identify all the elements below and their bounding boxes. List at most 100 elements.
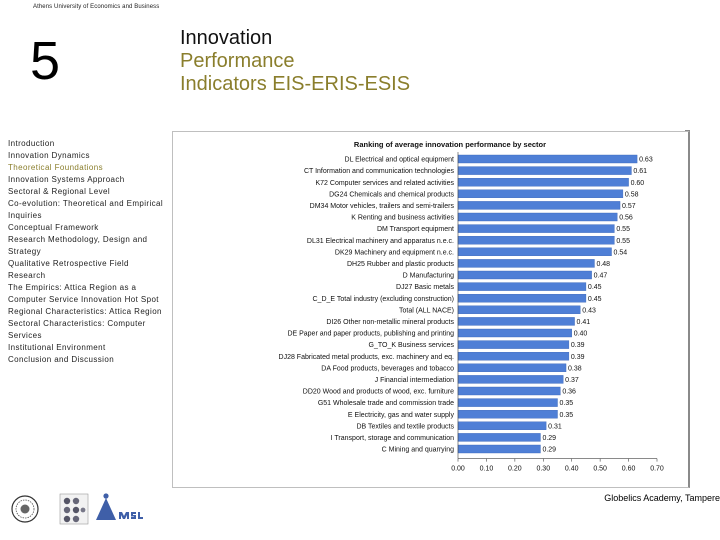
msl-logo-icon xyxy=(96,493,143,520)
slide-title-line-1: Innovation xyxy=(180,27,273,49)
category-label: C_D_E Total industry (excluding construc… xyxy=(313,296,455,303)
value-label: 0.55 xyxy=(616,226,630,233)
category-label: J Financial intermediation xyxy=(375,377,454,384)
category-label: D Manufacturing xyxy=(403,273,454,280)
value-label: 0.54 xyxy=(614,249,628,256)
category-label: Total (ALL NACE) xyxy=(399,307,454,314)
value-label: 0.45 xyxy=(588,284,602,291)
category-label: DL Electrical and optical equipment xyxy=(345,157,455,164)
bar xyxy=(457,305,581,315)
x-tick-label: 0.20 xyxy=(508,466,522,473)
section-navigation: Introduction Innovation Dynamics Theoret… xyxy=(8,138,168,366)
value-label: 0.60 xyxy=(631,180,645,187)
value-label: 0.41 xyxy=(577,319,591,326)
value-label: 0.63 xyxy=(639,157,653,164)
category-label: DJ27 Basic metals xyxy=(396,284,454,291)
university-name: Athens University of Economics and Busin… xyxy=(33,4,160,10)
value-label: 0.58 xyxy=(625,191,639,198)
category-label: G51 Wholesale trade and commission trade xyxy=(318,400,454,407)
bar xyxy=(457,270,592,280)
bar xyxy=(457,178,629,187)
slide-title-line-3: Indicators EIS-ERIS-ESIS xyxy=(180,73,411,95)
value-label: 0.61 xyxy=(633,168,647,175)
bar xyxy=(457,189,624,198)
category-label: DL31 Electrical machinery and apparatus … xyxy=(307,238,454,245)
value-label: 0.39 xyxy=(571,342,585,349)
nav-item-empirics-attica[interactable]: The Empirics: Attica Region as a Compute… xyxy=(8,283,159,304)
category-label: K72 Computer services and related activi… xyxy=(315,180,454,187)
nav-item-research-methodology[interactable]: Research Methodology, Design and Strateg… xyxy=(8,235,148,256)
bar xyxy=(457,398,558,407)
bar xyxy=(457,340,570,349)
value-label: 0.35 xyxy=(560,400,574,407)
category-label: DB Textiles and textile products xyxy=(356,423,454,430)
bar xyxy=(457,293,587,303)
innovation-performance-chart: Ranking of average innovation performanc… xyxy=(279,140,664,473)
value-label: 0.57 xyxy=(622,203,636,210)
bar xyxy=(457,201,621,210)
chart-title: Ranking of average innovation performanc… xyxy=(354,140,546,149)
value-label: 0.56 xyxy=(619,215,633,222)
value-label: 0.29 xyxy=(542,435,556,442)
bar xyxy=(457,212,618,222)
value-label: 0.37 xyxy=(565,377,579,384)
nav-item-sectoral-regional-level[interactable]: Sectoral & Regional Level xyxy=(8,187,111,196)
value-label: 0.48 xyxy=(596,261,610,268)
nav-item-innovation-dynamics[interactable]: Innovation Dynamics xyxy=(8,151,90,160)
category-label: DM Transport equipment xyxy=(377,226,454,233)
slide-title-line-2: Performance xyxy=(180,50,295,72)
value-label: 0.39 xyxy=(571,354,585,361)
bars-layer: DL Electrical and optical equipment 0.63 C… xyxy=(279,154,653,454)
nav-item-innovation-systems-approach[interactable]: Innovation Systems Approach xyxy=(8,175,125,184)
bar xyxy=(457,154,638,164)
nav-item-introduction[interactable]: Introduction xyxy=(8,139,55,148)
category-label: DI26 Other non-metallic mineral products xyxy=(326,319,454,326)
x-tick-label: 0.10 xyxy=(480,466,494,473)
slide-title: Innovation Performance Indicators EIS-ER… xyxy=(180,27,410,96)
value-label: 0.43 xyxy=(582,307,596,314)
x-tick-label: 0.70 xyxy=(650,466,664,473)
x-axis: 0.00 0.10 0.20 0.30 0.40 0.50 0.60 0.70 xyxy=(451,152,664,473)
category-label: C Mining and quarrying xyxy=(382,447,454,454)
partner-logos xyxy=(11,493,143,525)
bar xyxy=(457,259,595,268)
footer-text: Globelics Academy, Tampere xyxy=(604,493,720,503)
nav-item-conceptual-framework[interactable]: Conceptual Framework xyxy=(8,223,99,232)
university-seal-icon xyxy=(11,495,39,523)
category-label: I Transport, storage and communication xyxy=(331,435,454,442)
value-label: 0.29 xyxy=(542,447,556,454)
nav-item-co-evolution[interactable]: Co-evolution: Theoretical and Empirical … xyxy=(8,199,164,220)
x-tick-label: 0.60 xyxy=(622,466,636,473)
value-label: 0.47 xyxy=(594,273,608,280)
value-label: 0.36 xyxy=(562,389,576,396)
nav-item-qualitative-field-research[interactable]: Qualitative Retrospective Field Research xyxy=(8,259,129,280)
category-label: E Electricity, gas and water supply xyxy=(348,412,455,419)
nav-item-regional-characteristics[interactable]: Regional Characteristics: Attica Region xyxy=(8,307,162,316)
bar xyxy=(457,282,587,291)
x-tick-label: 0.40 xyxy=(565,466,579,473)
bar xyxy=(457,224,615,233)
nav-item-institutional-environment[interactable]: Institutional Environment xyxy=(8,343,106,352)
category-label: DD20 Wood and products of wood, exc. fur… xyxy=(303,389,454,396)
bar xyxy=(457,235,615,245)
category-label: DH25 Rubber and plastic products xyxy=(347,261,455,268)
bar xyxy=(457,351,570,361)
bar xyxy=(457,433,541,442)
x-tick-label: 0.50 xyxy=(593,466,607,473)
value-label: 0.38 xyxy=(568,365,582,372)
nav-item-theoretical-foundations[interactable]: Theoretical Foundations xyxy=(8,163,104,172)
bar xyxy=(457,421,547,430)
bar xyxy=(457,317,575,326)
value-label: 0.45 xyxy=(588,296,602,303)
value-label: 0.40 xyxy=(574,331,588,338)
category-label: G_TO_K Business services xyxy=(369,342,455,349)
bar xyxy=(457,444,541,454)
chart-frame xyxy=(172,130,690,488)
category-label: DG24 Chemicals and chemical products xyxy=(329,191,454,198)
bar xyxy=(457,363,567,373)
nav-item-conclusion[interactable]: Conclusion and Discussion xyxy=(8,355,115,364)
category-label: DA Food products, beverages and tobacco xyxy=(321,365,454,372)
bar xyxy=(457,375,564,384)
nav-item-sectoral-characteristics[interactable]: Sectoral Characteristics: Computer Servi… xyxy=(8,319,146,340)
x-tick-label: 0.30 xyxy=(536,466,550,473)
